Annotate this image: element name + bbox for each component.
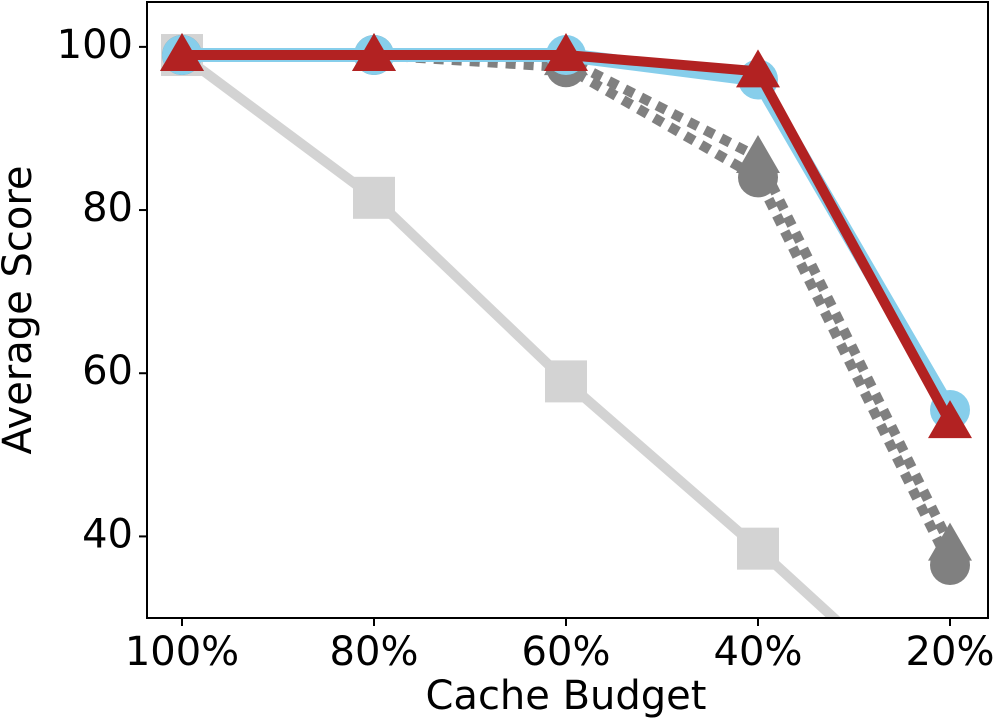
marker [928,522,972,561]
marker [160,33,204,72]
y-tick-label: 60 [82,348,133,394]
plot-frame [146,1,989,619]
marker [544,33,588,72]
marker [737,527,779,570]
x-tick-label: 80% [330,629,419,675]
series-line [182,48,957,414]
marker [353,176,395,219]
marker [352,33,396,72]
marker [545,360,587,403]
marker [736,135,780,174]
x-tick-label: 20% [906,629,995,675]
y-tick-label: 100 [57,22,133,68]
x-tick-label: 100% [125,629,239,675]
plot-area [160,33,972,724]
series-line [182,50,955,568]
y-tick-label: 80 [82,185,133,231]
y-tick-label: 40 [82,511,133,557]
marker [928,400,972,439]
x-axis-label: Cache Budget [426,673,707,719]
y-axis-label: Average Score [0,165,41,454]
marker [736,49,780,88]
x-tick-label: 60% [522,629,611,675]
x-tick-label: 40% [714,629,803,675]
series-line [182,50,955,547]
marker [929,703,971,724]
